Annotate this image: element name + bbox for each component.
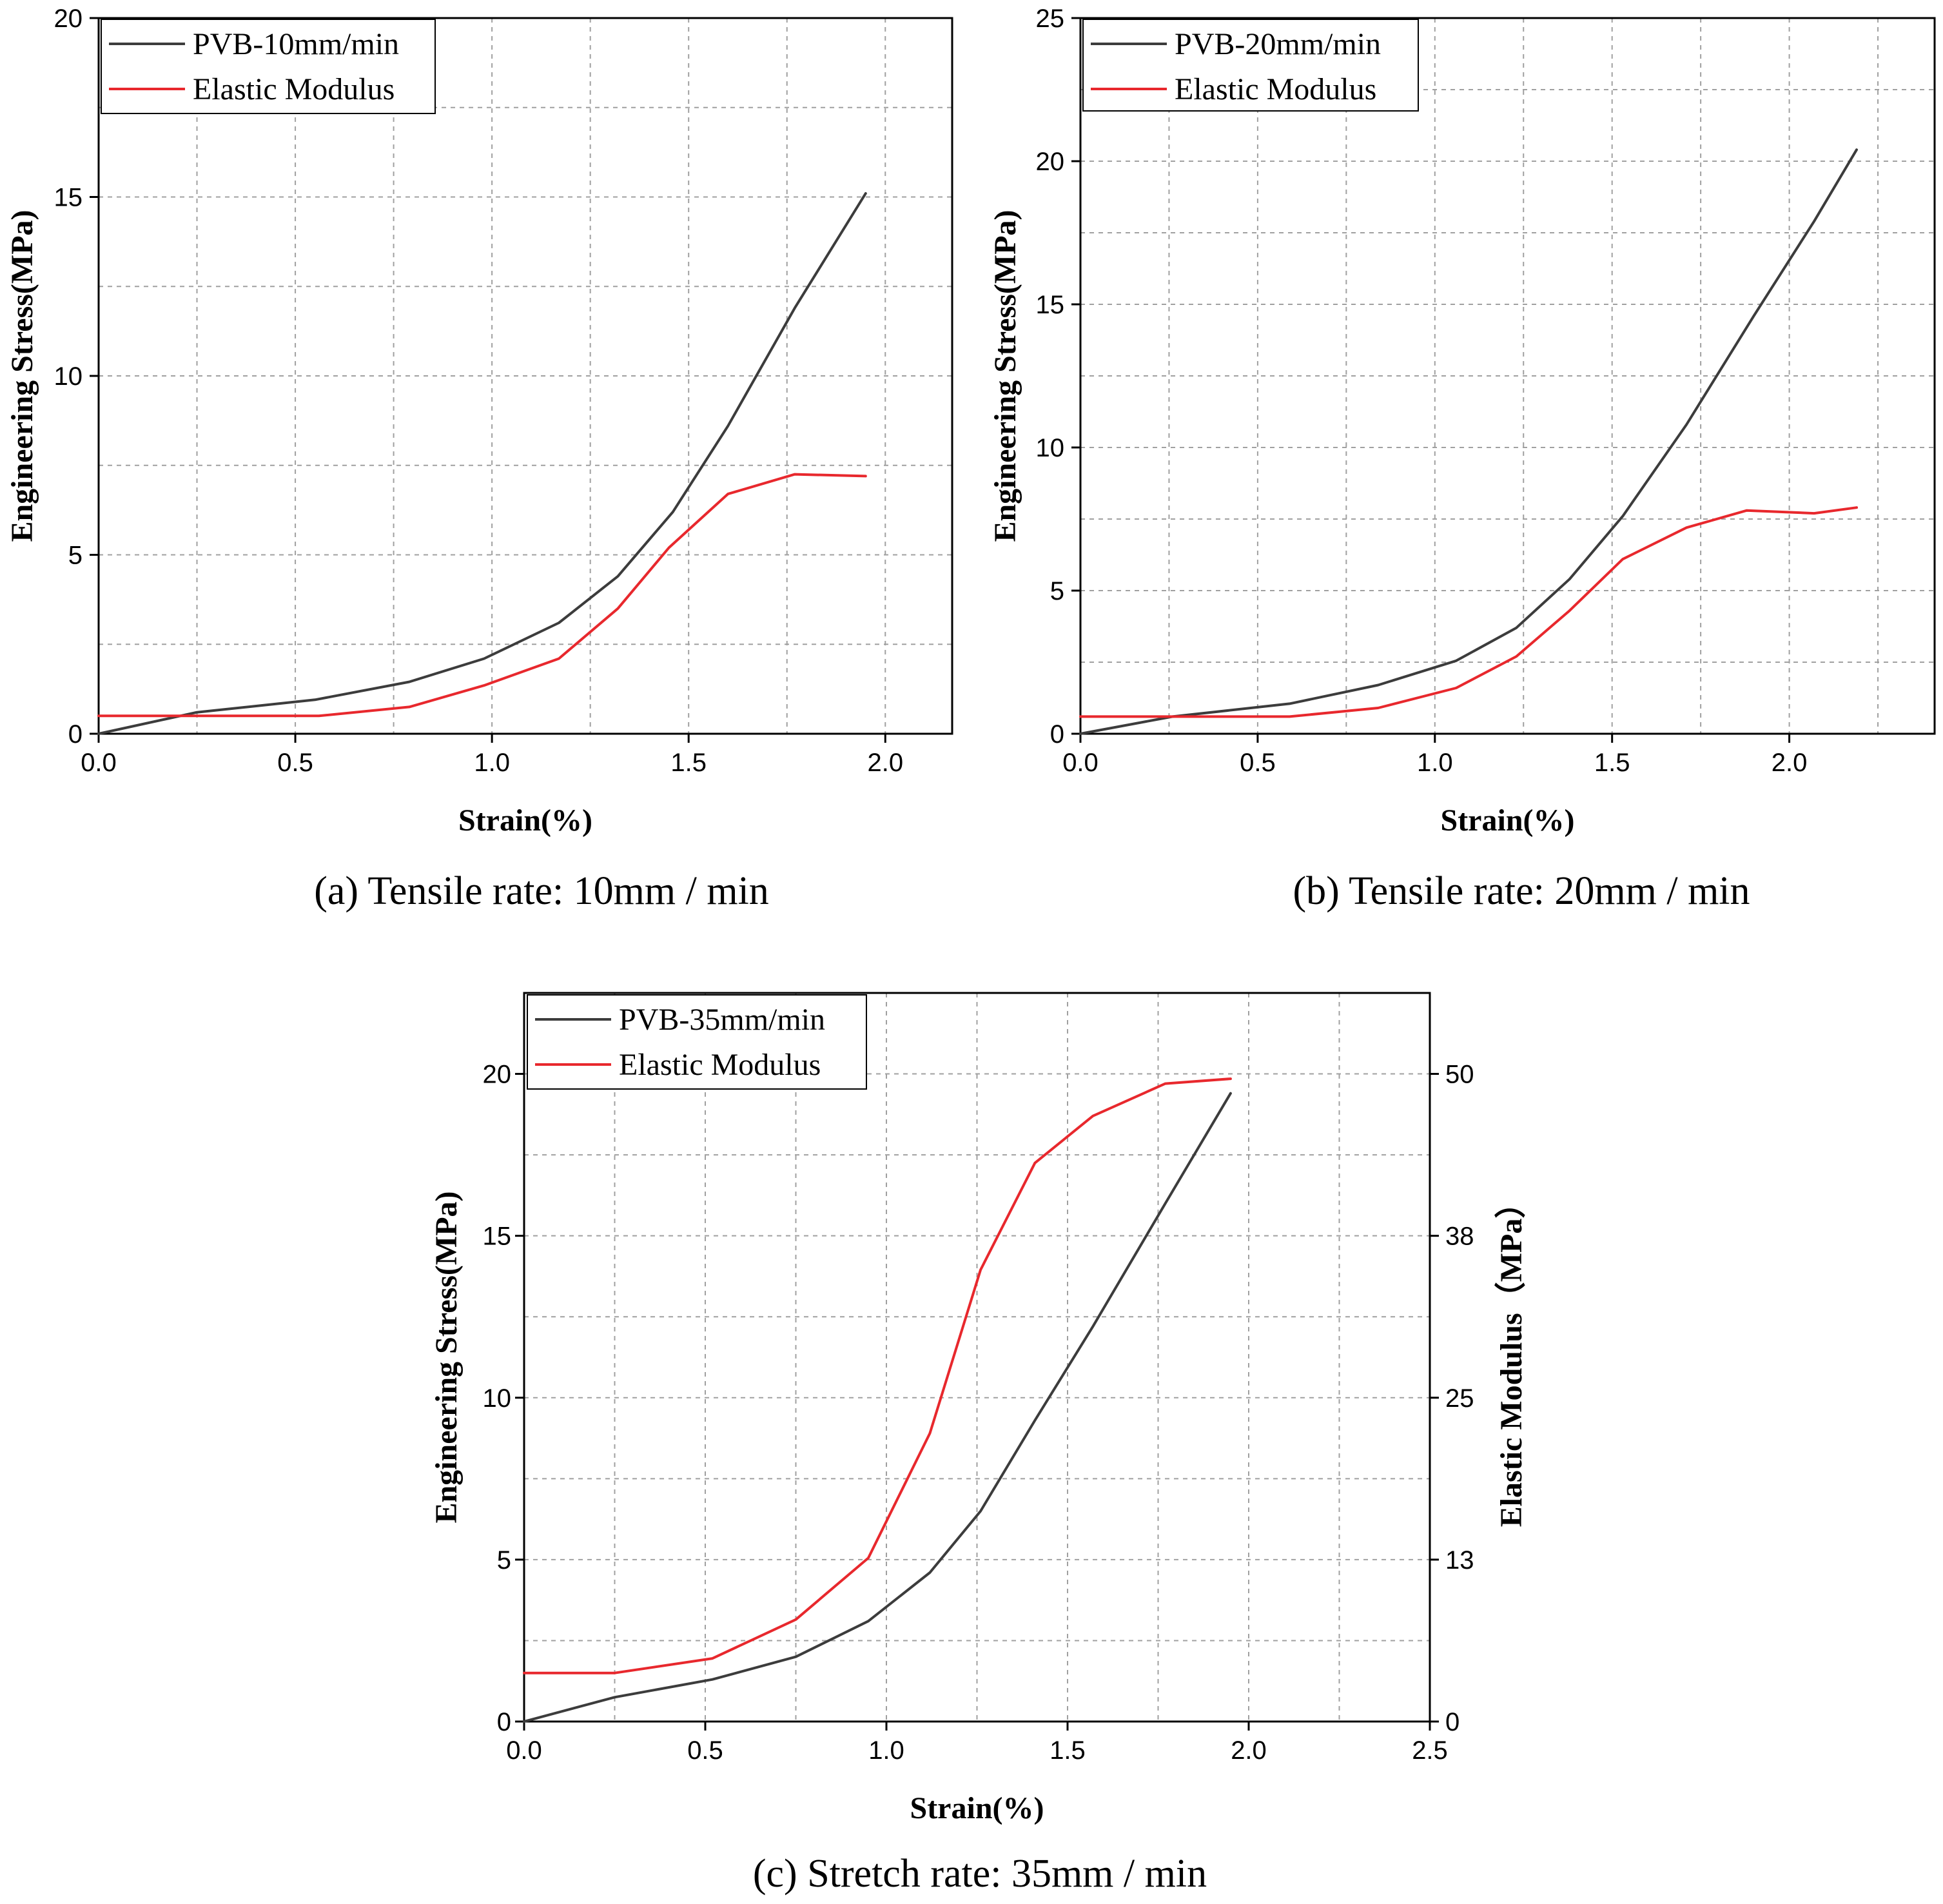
plot-frame [1079,17,1936,735]
y-axis-label: Engineering Stress(MPa) [988,210,1022,542]
y-axis-label: Engineering Stress(MPa) [429,1191,464,1523]
y2-tick-label: 38 [1445,1222,1474,1251]
y-tick-label: 0 [497,1708,511,1736]
legend-entry: Elastic Modulus [1175,72,1376,106]
legend-entry: Elastic Modulus [619,1048,821,1082]
x-tick-label: 2.0 [867,749,903,777]
x-axis-label: Strain(%) [910,1791,1044,1825]
legend-entry: PVB-35mm/min [619,1003,825,1037]
y-tick-label: 20 [54,5,83,33]
y2-tick-label: 0 [1445,1708,1460,1736]
x-tick-label: 2.0 [1772,749,1808,777]
stress-strain-line [523,1092,1232,1723]
x-tick-label: 0.5 [277,749,313,777]
panel-c: 0.0 0.5 1.0 1.5 2.0 2.505101520013253850Elast… [429,992,1528,1896]
y-tick-label: 5 [497,1546,511,1575]
y-tick-label: 20 [483,1061,512,1089]
y-tick-label: 15 [54,184,83,212]
legend-entry: PVB-10mm/min [193,27,399,61]
elastic-modulus-line [97,473,867,718]
y-tick-label: 15 [1036,291,1065,319]
x-tick-label: 2.0 [1231,1736,1267,1765]
x-tick-label: 0.5 [687,1736,723,1765]
y-tick-label: 0 [68,720,83,749]
x-tick-label: 1.5 [1050,1736,1086,1765]
legend-box [101,19,436,114]
stress-strain-line [97,192,867,735]
y-tick-label: 15 [483,1222,512,1251]
x-tick-label: 2.5 [1412,1736,1448,1765]
elastic-modulus-line [1079,506,1858,718]
figure-caption: (a) Tensile rate: 10mm / min [314,869,769,913]
legend-box [527,994,867,1090]
y2-tick-label: 50 [1445,1061,1474,1089]
y-tick-label: 10 [483,1384,512,1413]
y2-tick-label: 13 [1445,1546,1474,1575]
x-axis-label: Strain(%) [1441,803,1575,838]
x-tick-label: 1.0 [868,1736,904,1765]
elastic-modulus-line [523,1077,1232,1674]
y2-tick-label: 25 [1445,1384,1474,1413]
y-tick-label: 25 [1036,5,1065,33]
figure-caption: (b) Tensile rate: 20mm / min [1293,869,1750,913]
y2-axis-label: Elastic Modulus（MPa） [1494,1188,1528,1527]
x-tick-label: 0.5 [1240,749,1276,777]
x-tick-label: 1.5 [1594,749,1630,777]
figure-caption: (c) Stretch rate: 35mm / min [753,1852,1207,1896]
stress-strain-line [1079,148,1858,735]
x-tick-label: 0.0 [506,1736,542,1765]
x-tick-label: 0.0 [81,749,117,777]
legend-box [1082,19,1419,112]
x-axis-label: Strain(%) [458,803,592,838]
x-tick-label: 1.0 [1417,749,1453,777]
y-axis-label: Engineering Stress(MPa) [5,210,39,542]
panel-a: 0.0 0.5 1.0 1.5 2.0 0 5 10 15 20 Strain(%) Engineer… [5,5,953,913]
legend-entry: PVB-20mm/min [1175,27,1381,61]
y-tick-label: 0 [1050,720,1064,749]
y-tick-label: 5 [1050,577,1064,605]
x-tick-label: 1.0 [474,749,510,777]
y-tick-label: 10 [54,362,83,391]
y-tick-label: 5 [68,542,83,570]
panel-b: 0.0 0.5 1.0 1.5 2.0 0 5 10 15 20 25 Strain(%) Engine… [988,5,1936,913]
plot-frame [523,992,1431,1723]
x-tick-label: 0.0 [1062,749,1098,777]
y-tick-label: 20 [1036,148,1065,176]
y-tick-label: 10 [1036,434,1065,462]
x-tick-label: 1.5 [670,749,707,777]
legend-entry: Elastic Modulus [193,72,395,106]
